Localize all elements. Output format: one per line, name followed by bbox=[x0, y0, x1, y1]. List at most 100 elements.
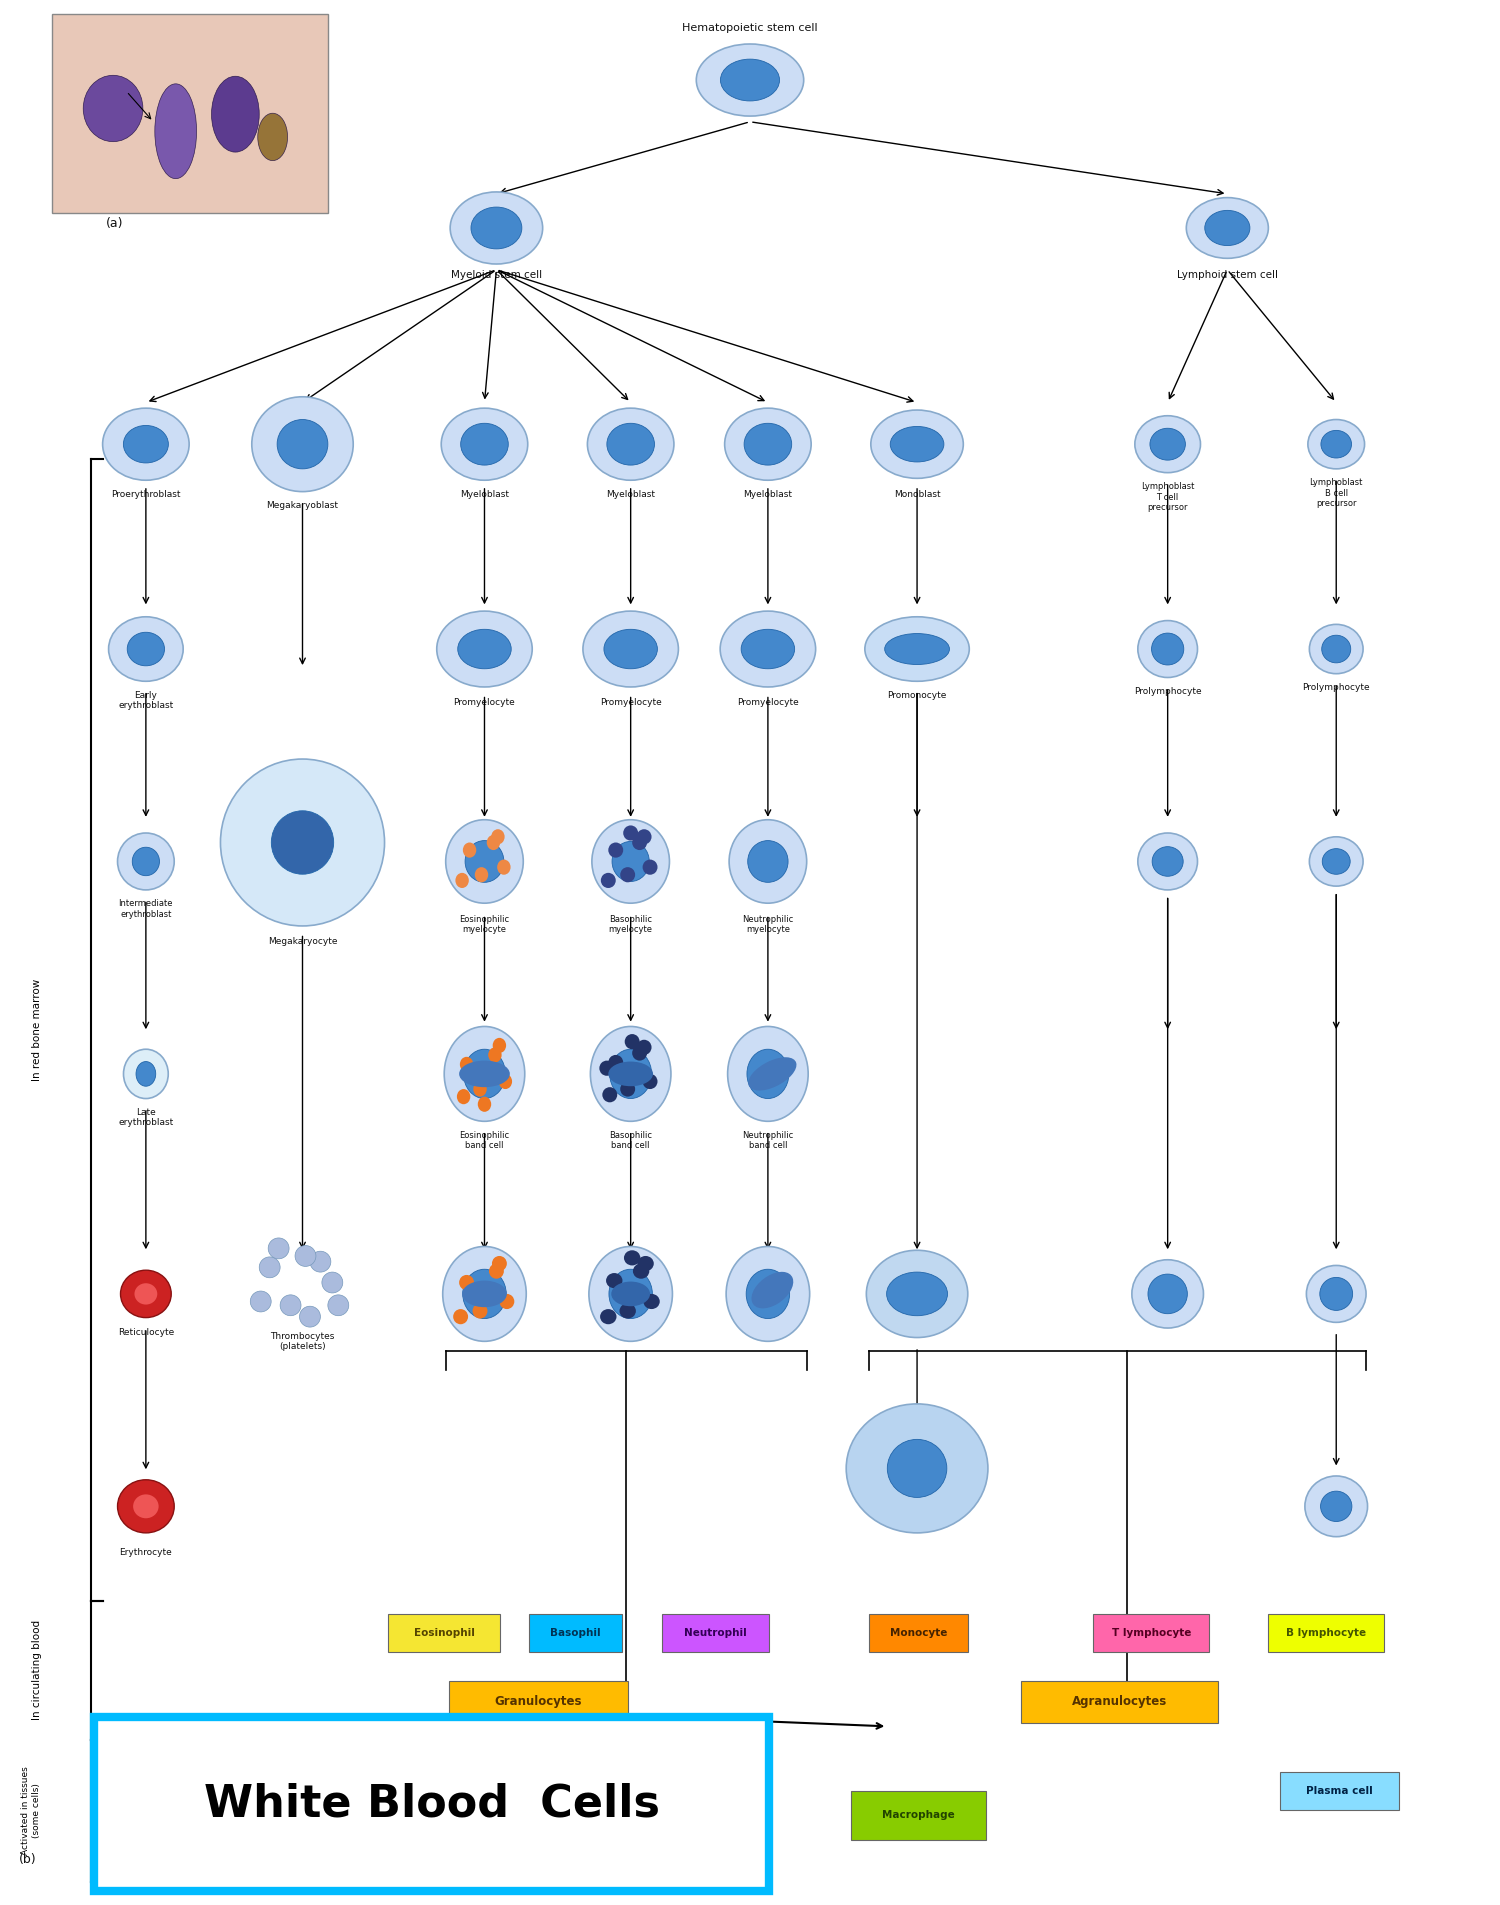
Ellipse shape bbox=[464, 1050, 506, 1099]
Ellipse shape bbox=[624, 1250, 640, 1265]
Text: Promyelocyte: Promyelocyte bbox=[453, 699, 516, 707]
Ellipse shape bbox=[752, 1273, 794, 1309]
Text: Promyelocyte: Promyelocyte bbox=[600, 699, 662, 707]
Ellipse shape bbox=[747, 1050, 789, 1099]
Text: Neutrophil: Neutrophil bbox=[684, 1629, 747, 1638]
Ellipse shape bbox=[1322, 634, 1350, 663]
Ellipse shape bbox=[1308, 419, 1365, 469]
FancyBboxPatch shape bbox=[388, 1614, 500, 1652]
Ellipse shape bbox=[1204, 210, 1249, 246]
Text: T lymphocyte: T lymphocyte bbox=[1112, 1629, 1191, 1638]
Text: Eosinophil: Eosinophil bbox=[414, 1629, 474, 1638]
Ellipse shape bbox=[724, 408, 812, 480]
Text: Prolymphocyte: Prolymphocyte bbox=[1134, 688, 1202, 695]
Ellipse shape bbox=[609, 1269, 652, 1318]
Ellipse shape bbox=[632, 834, 646, 850]
Ellipse shape bbox=[624, 1034, 639, 1050]
Ellipse shape bbox=[748, 1057, 796, 1090]
Ellipse shape bbox=[132, 848, 159, 876]
Text: White Blood  Cells: White Blood Cells bbox=[204, 1783, 660, 1825]
Ellipse shape bbox=[612, 1282, 650, 1307]
Ellipse shape bbox=[322, 1273, 344, 1293]
Ellipse shape bbox=[500, 1293, 514, 1309]
Ellipse shape bbox=[450, 192, 543, 265]
Text: Basophil: Basophil bbox=[550, 1629, 602, 1638]
Ellipse shape bbox=[489, 1263, 504, 1278]
Ellipse shape bbox=[459, 1274, 474, 1290]
Ellipse shape bbox=[886, 1273, 948, 1316]
Text: Monoblast: Monoblast bbox=[894, 490, 940, 499]
Text: Intermediate
erythroblast: Intermediate erythroblast bbox=[118, 899, 172, 918]
FancyBboxPatch shape bbox=[93, 1716, 770, 1892]
Ellipse shape bbox=[82, 76, 142, 141]
Ellipse shape bbox=[609, 1050, 651, 1099]
Ellipse shape bbox=[102, 408, 189, 480]
Ellipse shape bbox=[459, 1061, 510, 1088]
Ellipse shape bbox=[1320, 1278, 1353, 1311]
Ellipse shape bbox=[496, 859, 510, 874]
Ellipse shape bbox=[636, 829, 651, 844]
Text: Early
erythroblast: Early erythroblast bbox=[118, 692, 174, 711]
Ellipse shape bbox=[612, 842, 650, 882]
Ellipse shape bbox=[458, 1090, 471, 1105]
Ellipse shape bbox=[476, 867, 488, 882]
Ellipse shape bbox=[633, 1263, 650, 1278]
Ellipse shape bbox=[258, 112, 288, 160]
Ellipse shape bbox=[278, 419, 328, 469]
Text: Myeloblast: Myeloblast bbox=[744, 490, 792, 499]
Ellipse shape bbox=[260, 1257, 280, 1278]
Ellipse shape bbox=[1186, 198, 1269, 259]
Ellipse shape bbox=[472, 1303, 488, 1318]
Ellipse shape bbox=[465, 840, 504, 882]
Ellipse shape bbox=[310, 1252, 332, 1273]
Text: Promyelocyte: Promyelocyte bbox=[736, 699, 800, 707]
FancyBboxPatch shape bbox=[1022, 1680, 1218, 1722]
Ellipse shape bbox=[744, 423, 792, 465]
Ellipse shape bbox=[590, 1246, 672, 1341]
Ellipse shape bbox=[268, 1238, 290, 1259]
Ellipse shape bbox=[728, 1027, 809, 1122]
Ellipse shape bbox=[1138, 621, 1197, 678]
Text: Myeloid stem cell: Myeloid stem cell bbox=[452, 271, 542, 280]
Text: Megakaryocyte: Megakaryocyte bbox=[267, 937, 338, 947]
Ellipse shape bbox=[117, 1480, 174, 1534]
Ellipse shape bbox=[474, 1082, 486, 1097]
Ellipse shape bbox=[846, 1404, 988, 1534]
Text: Macrophage: Macrophage bbox=[882, 1810, 956, 1821]
Ellipse shape bbox=[620, 1082, 634, 1097]
Ellipse shape bbox=[492, 1255, 507, 1271]
Ellipse shape bbox=[600, 1309, 616, 1324]
Text: Basophilic
band cell: Basophilic band cell bbox=[609, 1132, 652, 1151]
Text: Neutrophilic
myelocyte: Neutrophilic myelocyte bbox=[742, 914, 794, 933]
Ellipse shape bbox=[444, 1027, 525, 1122]
Ellipse shape bbox=[220, 758, 384, 926]
Text: Basophilic
myelocyte: Basophilic myelocyte bbox=[609, 914, 652, 933]
Ellipse shape bbox=[600, 1061, 615, 1076]
Ellipse shape bbox=[300, 1307, 321, 1328]
FancyBboxPatch shape bbox=[1094, 1614, 1209, 1652]
Ellipse shape bbox=[747, 840, 788, 882]
Ellipse shape bbox=[1136, 415, 1200, 472]
Ellipse shape bbox=[729, 819, 807, 903]
Ellipse shape bbox=[644, 1293, 660, 1309]
Ellipse shape bbox=[741, 629, 795, 669]
Ellipse shape bbox=[1152, 632, 1184, 665]
Text: Granulocytes: Granulocytes bbox=[495, 1695, 582, 1709]
Ellipse shape bbox=[462, 1280, 507, 1307]
FancyBboxPatch shape bbox=[53, 13, 328, 213]
Ellipse shape bbox=[272, 812, 333, 874]
Text: Thrombocytes
(platelets): Thrombocytes (platelets) bbox=[270, 1332, 334, 1351]
Text: Prolymphocyte: Prolymphocyte bbox=[1302, 684, 1370, 692]
Text: Eosinophilic
myelocyte: Eosinophilic myelocyte bbox=[459, 914, 510, 933]
Ellipse shape bbox=[602, 872, 615, 888]
FancyBboxPatch shape bbox=[1280, 1772, 1400, 1810]
Text: Activated in tissues
(some cells): Activated in tissues (some cells) bbox=[21, 1766, 40, 1855]
Text: B lymphocyte: B lymphocyte bbox=[1286, 1629, 1366, 1638]
Ellipse shape bbox=[642, 1074, 657, 1090]
Ellipse shape bbox=[720, 612, 816, 688]
Text: Erythrocyte: Erythrocyte bbox=[120, 1549, 172, 1556]
Ellipse shape bbox=[591, 1027, 670, 1122]
Ellipse shape bbox=[620, 867, 634, 882]
Text: Agranulocytes: Agranulocytes bbox=[1072, 1695, 1167, 1709]
Ellipse shape bbox=[471, 208, 522, 250]
